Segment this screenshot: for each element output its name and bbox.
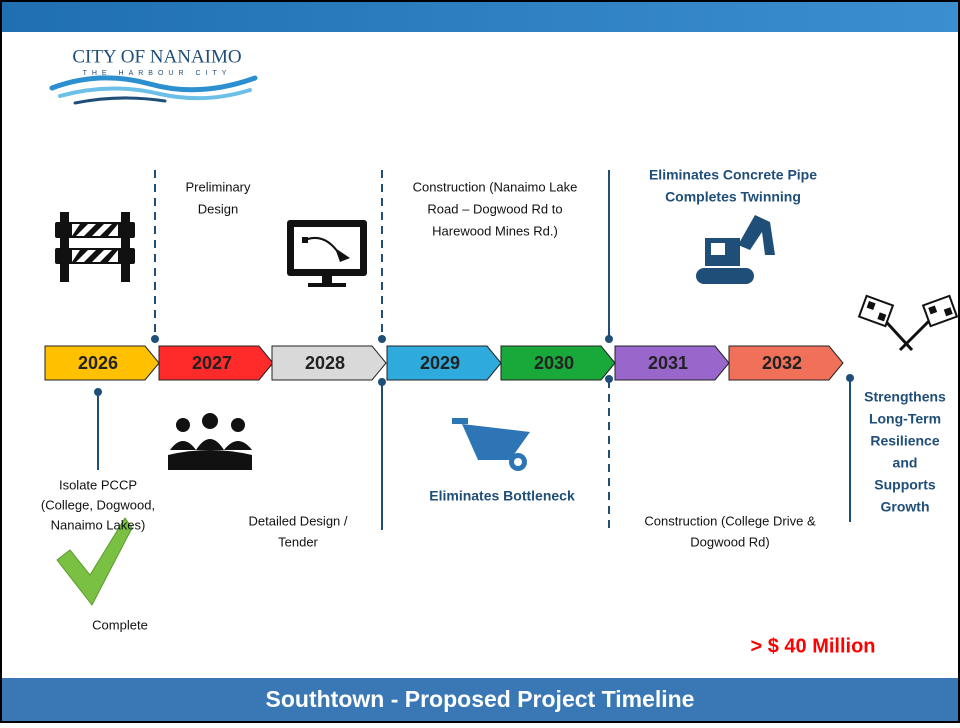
annotation: Preliminary (185, 179, 251, 194)
outcome: Growth (881, 499, 930, 515)
annotation: Eliminates Bottleneck (429, 488, 575, 504)
footer-title: Southtown - Proposed Project Timeline (266, 686, 695, 712)
year-label: 2028 (305, 353, 345, 373)
year-arrow (44, 345, 160, 381)
year-arrow (728, 345, 844, 381)
annotation: (College, Dogwood, (41, 497, 155, 512)
checkmark-icon (56, 517, 133, 606)
outcome: Resilience (870, 433, 939, 449)
annotation: Harewood Mines Rd.) (432, 223, 558, 238)
year-arrow (158, 345, 274, 381)
status: Complete (92, 617, 148, 632)
outcome: Strengthens (864, 389, 946, 405)
outcome: Supports (874, 477, 936, 493)
year-label: 2032 (762, 353, 802, 373)
annotation: Completes Twinning (665, 189, 801, 205)
year-label: 2027 (192, 353, 232, 373)
annotation: Construction (Nanaimo Lake (413, 179, 578, 194)
year-arrow (614, 345, 730, 381)
outcome: Long-Term (869, 411, 941, 427)
annotation: Detailed Design / (249, 513, 348, 528)
excavator-icon (696, 215, 775, 284)
logo-tagline: THE HARBOUR CITY (83, 70, 232, 77)
annotation: Road – Dogwood Rd to (427, 201, 562, 216)
annotation: Eliminates Concrete Pipe (649, 167, 817, 183)
outcome: and (893, 455, 918, 471)
annotation: Dogwood Rd) (690, 534, 770, 549)
footer-bar (0, 678, 960, 723)
dividers (94, 170, 854, 530)
year-label: 2031 (648, 353, 688, 373)
year-arrow (386, 345, 502, 381)
flags-icon (857, 294, 959, 352)
monitor-icon (287, 220, 367, 287)
annotation: Tender (278, 534, 318, 549)
annotation: Construction (College Drive & (644, 513, 816, 528)
wheelbarrow-icon (452, 418, 530, 471)
annotation: Nanaimo Lakes) (51, 517, 146, 532)
annotation: Isolate PCCP (59, 477, 137, 492)
top-bar (0, 0, 960, 32)
year-label: 2029 (420, 353, 460, 373)
logo-name: CITY OF NANAIMO (72, 46, 241, 67)
people-icon (168, 413, 252, 470)
year-arrow (500, 345, 616, 381)
annotation: Design (198, 201, 238, 216)
barrier-icon (55, 212, 135, 282)
cost: > $ 40 Million (750, 635, 875, 657)
logo-waves (49, 75, 258, 105)
year-label: 2026 (78, 353, 118, 373)
year-arrow (271, 345, 387, 381)
year-label: 2030 (534, 353, 574, 373)
